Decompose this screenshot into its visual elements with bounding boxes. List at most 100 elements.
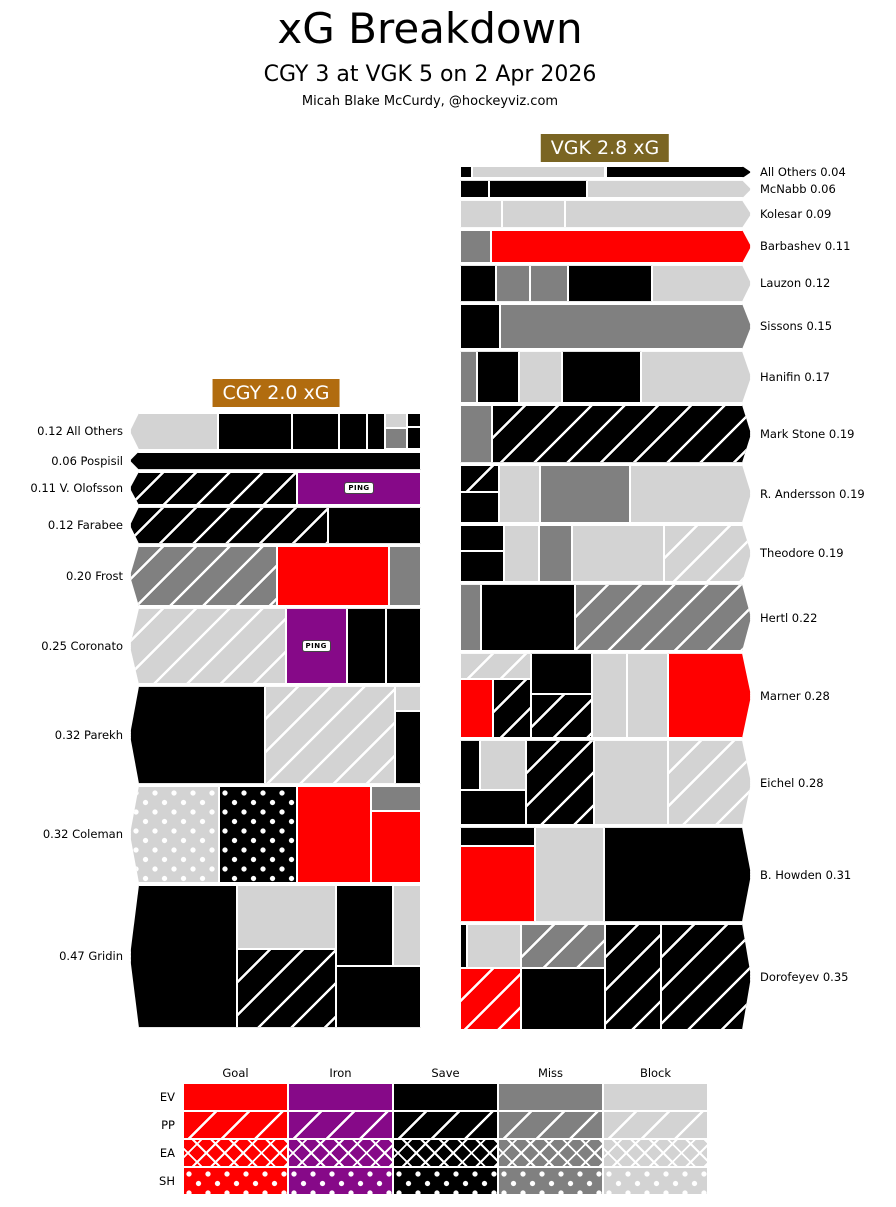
shot-block-save-ev xyxy=(460,265,496,302)
shot-block-block-ev xyxy=(594,740,668,825)
legend-swatch-block-sh xyxy=(604,1168,707,1194)
shot-block-goal-ev xyxy=(297,785,371,883)
player-row-cgy-3: 0.12 Farabee xyxy=(48,507,421,544)
shot-block-block-ev xyxy=(237,884,337,950)
ping-badge: PING xyxy=(344,482,374,495)
player-row-vgk-1: McNabb 0.06 xyxy=(460,180,836,198)
shot-block-block-ev xyxy=(384,413,408,429)
shot-block-save-pp xyxy=(605,924,661,1030)
shot-block-save-ev xyxy=(481,584,575,651)
player-label: 0.47 Gridin xyxy=(59,949,123,964)
player-row-vgk-14: Dorofeyev 0.35 xyxy=(460,924,848,1030)
shot-block-miss-pp xyxy=(521,924,605,969)
row-ribbon xyxy=(130,413,421,450)
shot-block-save-pp xyxy=(237,949,337,1028)
row-ribbon xyxy=(130,785,421,883)
shot-block-block-ev xyxy=(572,525,664,583)
shot-block-save-pp xyxy=(493,679,531,739)
legend-column-header-save: Save xyxy=(431,1066,460,1080)
shot-block-block-ev xyxy=(472,166,606,178)
player-label: B. Howden 0.31 xyxy=(760,867,852,882)
shot-block-goal-ev xyxy=(491,230,751,263)
shot-block-save-ev xyxy=(407,413,421,427)
shot-block-save-ev xyxy=(291,413,339,450)
player-row-vgk-12: Eichel 0.28 xyxy=(460,740,824,826)
shot-block-block-ev xyxy=(641,351,751,403)
shot-block-miss-pp xyxy=(575,584,751,651)
shot-block-save-pp xyxy=(130,507,328,544)
row-ribbon xyxy=(130,686,421,784)
legend-swatch-miss-ea xyxy=(499,1140,602,1166)
shot-block-block-ev xyxy=(499,465,540,523)
row-ribbon xyxy=(460,166,751,178)
shot-block-miss-pp xyxy=(130,545,277,607)
shot-block-save-ev xyxy=(338,413,367,450)
shot-block-save-ev xyxy=(386,608,421,685)
shot-block-save-ev xyxy=(460,492,499,523)
shot-block-miss-ev xyxy=(460,351,477,403)
legend-swatch-iron-sh xyxy=(289,1168,392,1194)
shot-block-save-ev xyxy=(562,351,641,403)
shot-block-save-ev xyxy=(604,827,751,921)
shot-block-save-ev xyxy=(130,686,266,784)
shot-block-block-ev xyxy=(630,465,751,523)
shot-block-block-ev xyxy=(504,525,539,583)
row-ribbon xyxy=(460,584,751,651)
shot-block-save-ev xyxy=(407,426,421,450)
shot-block-save-ev xyxy=(460,790,526,826)
legend-column-header-block: Block xyxy=(639,1066,672,1080)
shot-block-goal-pp xyxy=(460,968,521,1030)
shot-block-save-ev xyxy=(327,507,421,544)
shot-block-miss-ev xyxy=(460,230,491,263)
mosaic-cgy: 0.12 All Others 0.06 Pospisil PING 0.11 V. … xyxy=(30,413,421,1028)
shot-block-block-pp xyxy=(130,608,286,685)
shot-block-save-ev xyxy=(460,180,489,198)
shot-block-save-ev xyxy=(346,608,387,685)
shot-block-miss-ev xyxy=(388,545,421,607)
shot-block-save-ev xyxy=(460,551,504,583)
row-ribbon xyxy=(460,180,751,198)
player-label: Mark Stone 0.19 xyxy=(760,426,855,441)
player-row-vgk-13: B. Howden 0.31 xyxy=(460,827,851,921)
page-subtitle: CGY 3 at VGK 5 on 2 Apr 2026 xyxy=(263,62,597,87)
player-row-cgy-7: 0.32 Coleman xyxy=(43,785,421,883)
row-ribbon: PING xyxy=(130,471,421,506)
player-row-vgk-11: Marner 0.28 xyxy=(460,653,830,738)
shot-block-save-ev xyxy=(460,827,535,846)
legend-swatch-iron-ev xyxy=(289,1084,392,1110)
shot-block-save-ev xyxy=(460,740,480,789)
player-label: Dorofeyev 0.35 xyxy=(760,969,849,984)
row-ribbon xyxy=(130,884,421,1028)
player-label: Eichel 0.28 xyxy=(760,775,824,790)
row-ribbon xyxy=(130,545,421,607)
shot-block-goal-ev xyxy=(370,810,421,883)
shot-block-save-ev xyxy=(521,968,605,1030)
shot-block-save-ev xyxy=(531,653,592,694)
player-label: Theodore 0.19 xyxy=(760,546,844,561)
legend-swatch-iron-pp xyxy=(289,1112,392,1138)
legend-row-header-ea: EA xyxy=(159,1146,175,1160)
shot-block-block-pp xyxy=(668,740,751,825)
shot-block-block-ev xyxy=(130,413,218,450)
player-label: 0.20 Frost xyxy=(65,568,123,583)
row-ribbon xyxy=(460,304,751,350)
shot-block-save-pp xyxy=(526,740,594,825)
shot-block-save-ev xyxy=(460,304,500,350)
shot-block-save-ev xyxy=(460,525,504,551)
mosaic-vgk: All Others 0.04 McNabb 0.06 Kolesar 0.09 Ba… xyxy=(460,165,865,1030)
player-row-cgy-5: PING 0.25 Coronato xyxy=(41,608,421,685)
vgk-header-badge: VGK 2.8 xG xyxy=(540,134,670,162)
row-ribbon xyxy=(460,405,751,463)
shot-block-save-ev xyxy=(336,884,394,967)
legend-swatch-iron-ea xyxy=(289,1140,392,1166)
shot-block-block-ev xyxy=(592,653,627,738)
shot-block-block-pp xyxy=(460,653,531,679)
legend-column-header-goal: Goal xyxy=(222,1066,249,1080)
shot-block-miss-ev xyxy=(370,785,421,811)
legend-swatch-miss-pp xyxy=(499,1112,602,1138)
player-row-vgk-8: R. Andersson 0.19 xyxy=(460,465,865,523)
player-row-cgy-0: 0.12 All Others xyxy=(37,413,421,450)
shot-block-block-ev xyxy=(652,265,751,302)
row-ribbon xyxy=(460,653,751,738)
